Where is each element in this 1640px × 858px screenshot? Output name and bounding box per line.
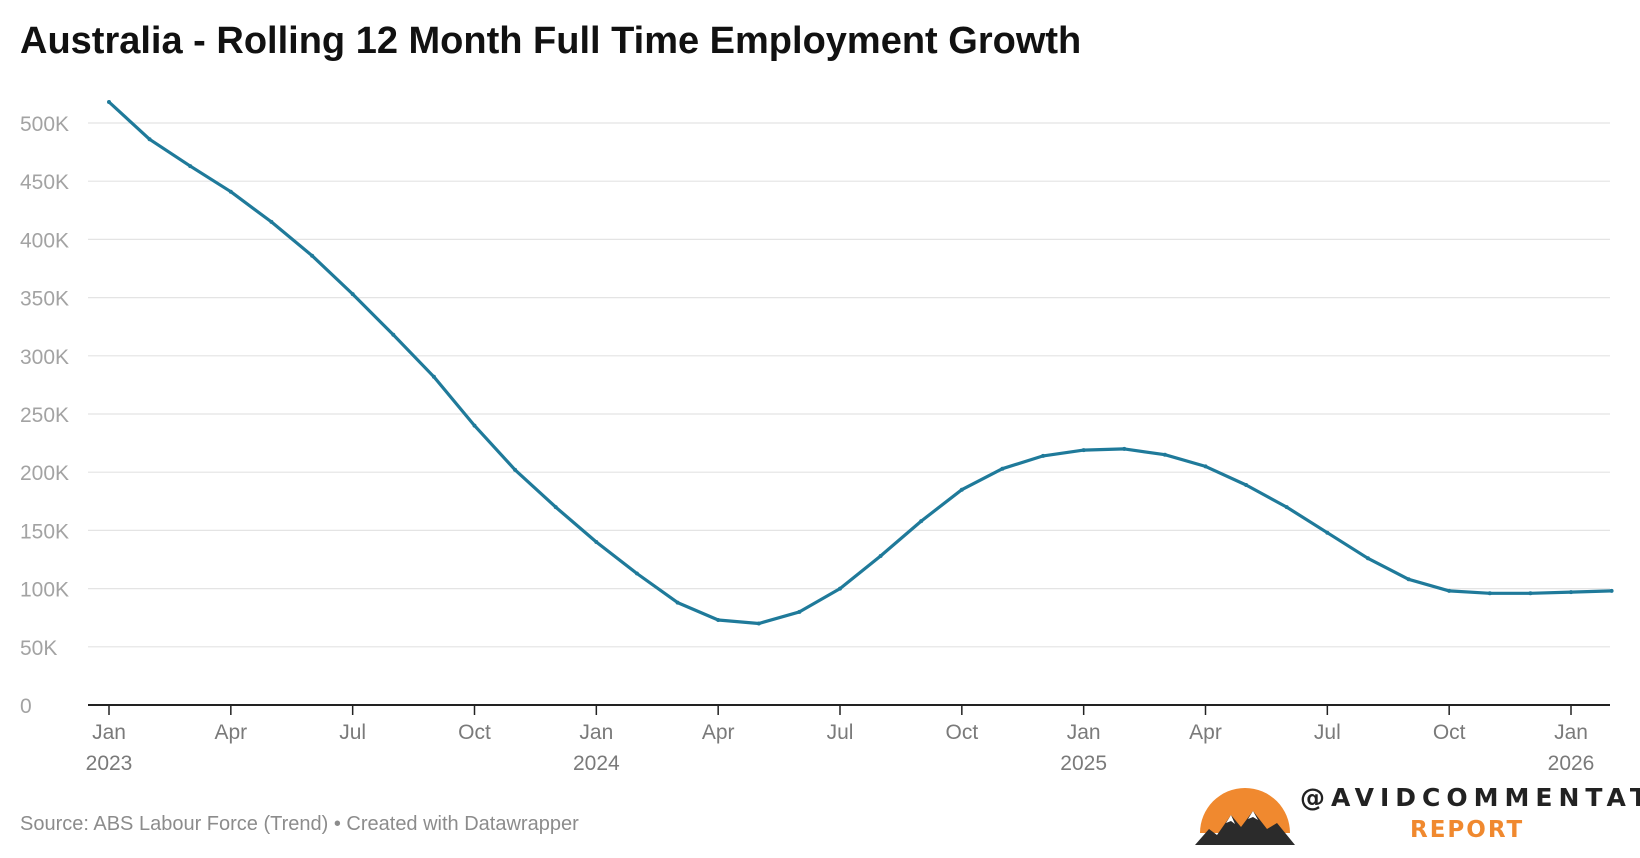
data-point (797, 609, 802, 614)
x-tick-label: Jul (339, 721, 366, 744)
data-point (919, 519, 924, 524)
source-note: Source: ABS Labour Force (Trend) • Creat… (20, 813, 579, 835)
x-tick-label: Jul (827, 721, 854, 744)
data-point (594, 540, 599, 544)
data-point (756, 621, 761, 626)
x-tick-label: Jan (92, 721, 126, 744)
y-tick-label: 500K (20, 113, 69, 136)
brand-subtitle: REPORT (1410, 817, 1525, 843)
data-point (431, 374, 436, 379)
data-point (1081, 448, 1086, 453)
data-point (513, 467, 518, 472)
brand-badge: @AVIDCOMMENTATOR REPORT (1195, 783, 1640, 853)
data-point (1609, 588, 1614, 593)
data-point (269, 219, 274, 224)
x-tick-label: Oct (945, 721, 978, 744)
x-tick-year-label: 2023 (86, 752, 133, 775)
data-point (1284, 505, 1289, 510)
x-tick-label: Oct (458, 721, 491, 744)
data-point (1447, 588, 1452, 593)
y-tick-label: 250K (20, 404, 69, 427)
data-point (1325, 530, 1330, 535)
y-tick-label: 50K (20, 637, 57, 660)
x-tick-label: Oct (1433, 721, 1466, 744)
brand-handle: @AVIDCOMMENTATOR (1300, 783, 1640, 812)
data-point (675, 600, 680, 605)
x-tick-label: Apr (702, 721, 735, 744)
data-point (1203, 464, 1208, 469)
data-point (1406, 577, 1411, 582)
data-point (107, 100, 111, 104)
data-point (1041, 453, 1046, 458)
data-point (1569, 590, 1573, 595)
x-tick-label: Apr (1189, 721, 1222, 744)
data-point (228, 189, 233, 194)
y-tick-label: 350K (20, 288, 69, 311)
y-tick-label: 150K (20, 520, 69, 543)
data-point (188, 164, 193, 169)
x-axis: Jan 2023 Apr Jul Oct Jan 2024 Apr Jul Oct Jan 2025 A… (86, 705, 1595, 775)
y-axis: 0 50K 100K 150K 200K 250K 300K 350K 400K 450K 500K (20, 113, 69, 718)
data-point (553, 505, 558, 510)
data-point (310, 253, 315, 258)
x-tick-label: Jan (579, 721, 613, 744)
chart-title: Australia - Rolling 12 Month Full Time E… (20, 20, 1082, 62)
data-point (878, 554, 883, 558)
x-tick-label: Jan (1554, 721, 1588, 744)
data-point (472, 423, 477, 428)
x-tick-label: Jan (1067, 721, 1101, 744)
data-point (1365, 556, 1370, 561)
sun-mountain-logo-icon (1195, 788, 1295, 845)
data-point (716, 618, 721, 622)
y-tick-label: 450K (20, 171, 69, 194)
data-point (1487, 591, 1492, 596)
data-point (391, 332, 396, 337)
data-point (1528, 591, 1533, 596)
gridlines (88, 122, 1610, 706)
data-point (1244, 483, 1249, 487)
y-tick-label: 0 (20, 695, 32, 718)
series-layer (107, 100, 1614, 626)
data-point (1162, 452, 1167, 457)
data-point (959, 487, 964, 492)
x-tick-label: Apr (214, 721, 247, 744)
x-tick-year-label: 2025 (1060, 752, 1107, 775)
data-point (838, 586, 842, 591)
data-point (1122, 446, 1127, 451)
data-point (350, 292, 355, 297)
y-tick-label: 300K (20, 346, 69, 369)
x-tick-year-label: 2026 (1548, 752, 1595, 775)
x-tick-label: Jul (1314, 721, 1341, 744)
data-point (147, 137, 152, 142)
data-point (634, 571, 639, 576)
y-tick-label: 200K (20, 462, 69, 485)
y-tick-label: 100K (20, 579, 69, 602)
series-line (107, 100, 1614, 626)
x-tick-year-label: 2024 (573, 752, 620, 775)
data-point (1000, 466, 1005, 471)
y-tick-label: 400K (20, 229, 69, 252)
